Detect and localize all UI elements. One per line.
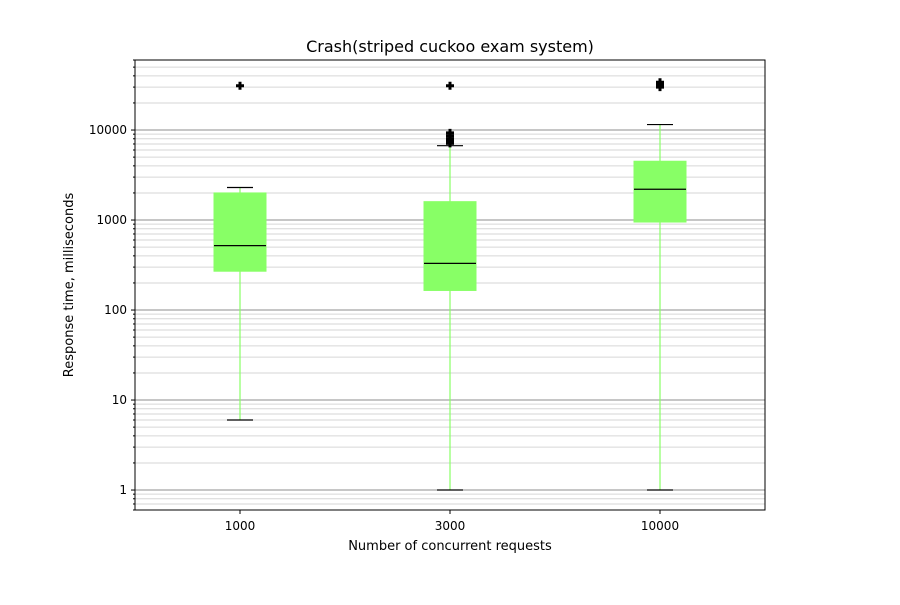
x-tick-label: 10000 <box>641 519 679 533</box>
chart-title: Crash(striped cuckoo exam system) <box>306 37 594 56</box>
box-layer <box>213 78 687 491</box>
box-iqr <box>213 192 267 272</box>
outlier-point <box>446 81 454 90</box>
axis-layer: 1 10 100 1000 10000 1000 3000 10000 <box>89 59 679 533</box>
box-3000 <box>423 81 477 491</box>
x-tick-label: 1000 <box>225 519 256 533</box>
outlier-point <box>446 128 454 137</box>
box-iqr <box>633 160 687 223</box>
y-axis-label: Response time, milliseconds <box>62 193 77 378</box>
box-iqr <box>423 201 477 291</box>
x-tick-label: 3000 <box>435 519 466 533</box>
x-axis-label: Number of concurrent requests <box>348 539 552 554</box>
y-tick-label: 100 <box>104 303 127 317</box>
y-tick-label: 1 <box>119 483 127 497</box>
y-tick-label: 10000 <box>89 123 127 137</box>
box-1000 <box>213 81 267 421</box>
y-tick-label: 10 <box>112 393 127 407</box>
y-tick-label: 1000 <box>96 213 127 227</box>
outlier-point <box>236 81 244 90</box>
outlier-point <box>656 78 664 87</box>
box-10000 <box>633 78 687 491</box>
